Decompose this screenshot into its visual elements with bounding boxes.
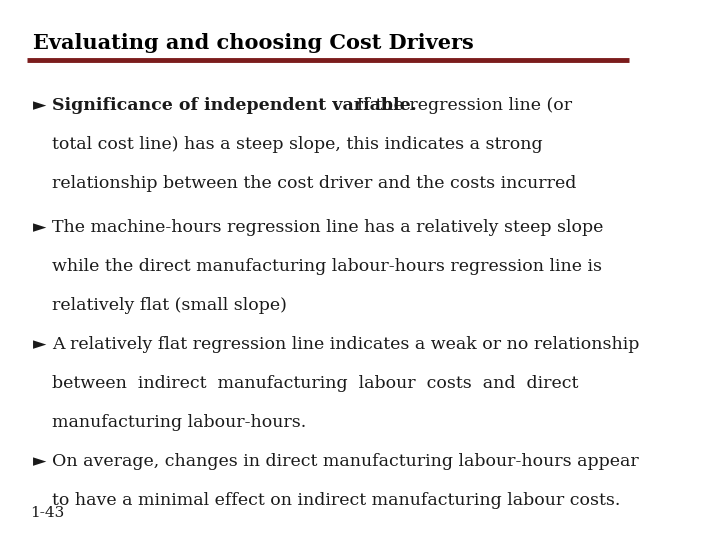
Text: A relatively flat regression line indicates a weak or no relationship: A relatively flat regression line indica… [52,336,639,354]
Text: total cost line) has a steep slope, this indicates a strong: total cost line) has a steep slope, this… [52,136,543,153]
Text: If the regression line (or: If the regression line (or [351,97,572,114]
Text: On average, changes in direct manufacturing labour-hours appear: On average, changes in direct manufactur… [52,453,639,470]
Text: Evaluating and choosing Cost Drivers: Evaluating and choosing Cost Drivers [33,33,474,53]
Text: ►: ► [33,336,46,354]
Text: 1-43: 1-43 [30,506,64,520]
Text: ►: ► [33,97,46,114]
Text: between  indirect  manufacturing  labour  costs  and  direct: between indirect manufacturing labour co… [52,375,579,392]
Text: relatively flat (small slope): relatively flat (small slope) [52,297,287,314]
Text: relationship between the cost driver and the costs incurred: relationship between the cost driver and… [52,175,577,192]
Text: The machine-hours regression line has a relatively steep slope: The machine-hours regression line has a … [52,219,603,237]
Text: ►: ► [33,219,46,237]
Text: ►: ► [33,453,46,470]
Text: while the direct manufacturing labour-hours regression line is: while the direct manufacturing labour-ho… [52,258,602,275]
Text: Significance of independent variable.: Significance of independent variable. [52,97,417,114]
Text: to have a minimal effect on indirect manufacturing labour costs.: to have a minimal effect on indirect man… [52,492,621,509]
Text: manufacturing labour-hours.: manufacturing labour-hours. [52,414,307,431]
